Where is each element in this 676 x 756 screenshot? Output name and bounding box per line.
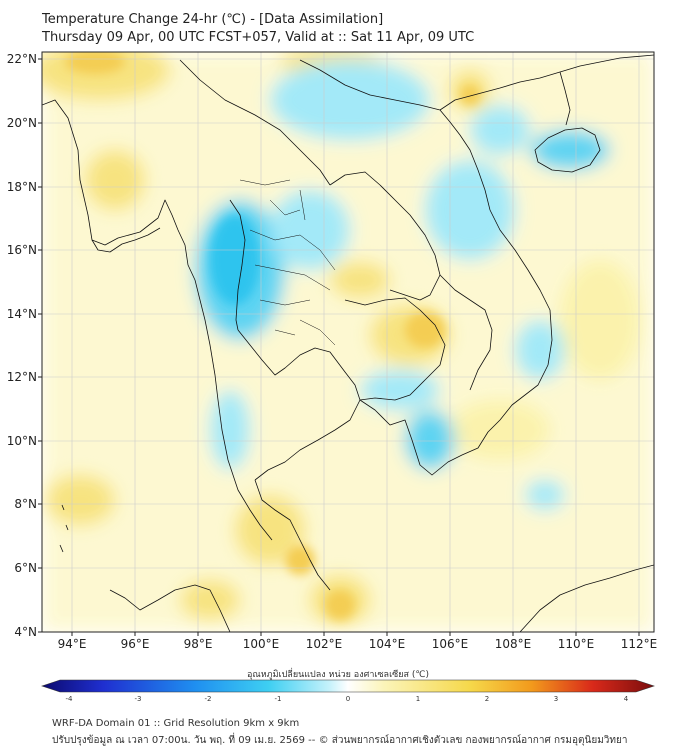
- warm-patch-east: [560, 260, 640, 380]
- cb-tick--3: -3: [135, 695, 142, 703]
- coastline-cambodia-vietnam: [359, 109, 553, 476]
- cool-patch-yunnan: [270, 60, 430, 140]
- lon-label-106: 106°E: [432, 637, 469, 651]
- coastline-malay-east: [254, 479, 331, 591]
- map-frame: [41, 51, 655, 633]
- colorbar-label: อุณหภูมิเปลี่ยนแปลง หน่วย องศาเซลเซียส (…: [246, 670, 430, 680]
- lat-label-20: 20°N: [7, 116, 37, 130]
- cb-tick--4: -4: [66, 695, 74, 703]
- cool-patch-andaman-coast: [210, 390, 250, 470]
- lat-label-12: 12°N: [7, 370, 37, 384]
- cool-core-west: [210, 215, 260, 305]
- lon-label-96: 96°E: [121, 637, 150, 651]
- cb-tick-0: 0: [346, 695, 350, 703]
- border-myanmar-thailand: [229, 199, 246, 331]
- lat-label-6: 6°N: [14, 561, 37, 575]
- lon-label-98: 98°E: [184, 637, 213, 651]
- cb-tick-1: 1: [416, 695, 420, 703]
- colorbar-bar: [41, 679, 655, 693]
- cb-tick-3: 3: [554, 695, 558, 703]
- warm-patch-laos: [330, 262, 390, 298]
- border-cambodia: [344, 297, 446, 401]
- andaman-islands: [59, 504, 69, 553]
- warm-core-nw: [65, 52, 125, 74]
- lat-label-4: 4°N: [14, 625, 37, 639]
- lon-axis: 94°E 96°E 98°E 100°E 102°E 104°E 106°E 1…: [58, 632, 658, 651]
- lon-label-94: 94°E: [58, 637, 87, 651]
- cb-tick-2: 2: [485, 695, 489, 703]
- lat-axis: 22°N 20°N 18°N 16°N 14°N 12°N 10°N 8°N 6…: [7, 52, 42, 639]
- lon-label-112: 112°E: [621, 637, 658, 651]
- footer-line-1: WRF-DA Domain 01 :: Grid Resolution 9km …: [52, 718, 300, 729]
- lat-label-10: 10°N: [7, 434, 37, 448]
- coastline-myanmar-west: [42, 99, 273, 541]
- province-lines: [239, 179, 336, 346]
- lon-label-108: 108°E: [495, 637, 532, 651]
- warm-core-cambodia: [405, 312, 445, 348]
- border-northern: [179, 59, 331, 186]
- border-laos: [329, 171, 441, 301]
- cool-patch-vn-coast: [515, 320, 565, 380]
- coastline-leizhou: [559, 71, 571, 126]
- border-thailand-gulf: [237, 329, 361, 481]
- warm-patch-sumatra: [180, 580, 240, 620]
- lat-label-8: 8°N: [14, 497, 37, 511]
- temperature-field: [42, 52, 654, 632]
- lon-label-104: 104°E: [369, 637, 406, 651]
- coastline-sumatra: [109, 584, 231, 632]
- colorbar: -4 -3 -2 -1 0 1 2 3 4: [41, 679, 655, 703]
- coastline-hainan: [534, 127, 601, 173]
- temperature-cores: [65, 52, 480, 620]
- coastline-delta: [91, 227, 161, 253]
- warm-patch-malaysia: [235, 495, 305, 565]
- warm-patch-sea: [450, 400, 550, 460]
- lat-label-18: 18°N: [7, 180, 37, 194]
- lat-label-14: 14°N: [7, 307, 37, 321]
- border-vietnam-laos: [439, 274, 493, 391]
- cool-patch-hainan: [530, 130, 610, 170]
- cool-patch-gulf: [360, 370, 440, 410]
- cb-tick--1: -1: [275, 695, 282, 703]
- warm-core-malay: [285, 545, 315, 575]
- coastline-borneo: [519, 564, 654, 632]
- warm-core-guangxi: [460, 85, 480, 105]
- cool-patch-mekong: [405, 410, 455, 470]
- cool-patch-vietnam: [425, 160, 515, 260]
- lon-label-110: 110°E: [558, 637, 595, 651]
- coastlines-borders: [42, 54, 654, 632]
- warm-patch-myanmar: [85, 150, 145, 210]
- cb-tick-4: 4: [624, 695, 629, 703]
- lat-label-16: 16°N: [7, 243, 37, 257]
- footer-line-2: ปรับปรุงข้อมูล ณ เวลา 07:00น. วัน พฤ. ที…: [52, 735, 628, 746]
- warm-patch-andaman: [45, 475, 115, 525]
- cool-patch-sea: [525, 480, 565, 510]
- title-line-2: Thursday 09 Apr, 00 UTC FCST+057, Valid …: [42, 30, 475, 45]
- graticule: [42, 52, 654, 632]
- border-china: [299, 59, 441, 111]
- lon-label-102: 102°E: [306, 637, 343, 651]
- coastline-china-south: [439, 54, 654, 111]
- cool-patch-gulf-tonkin: [470, 105, 530, 155]
- lat-label-22: 22°N: [7, 52, 37, 66]
- title-line-1: Temperature Change 24-hr (℃) - [Data Ass…: [42, 12, 384, 27]
- warm-core-south: [325, 590, 355, 620]
- lon-label-100: 100°E: [243, 637, 280, 651]
- cool-patch-north-thailand: [270, 190, 350, 270]
- cb-tick--2: -2: [205, 695, 212, 703]
